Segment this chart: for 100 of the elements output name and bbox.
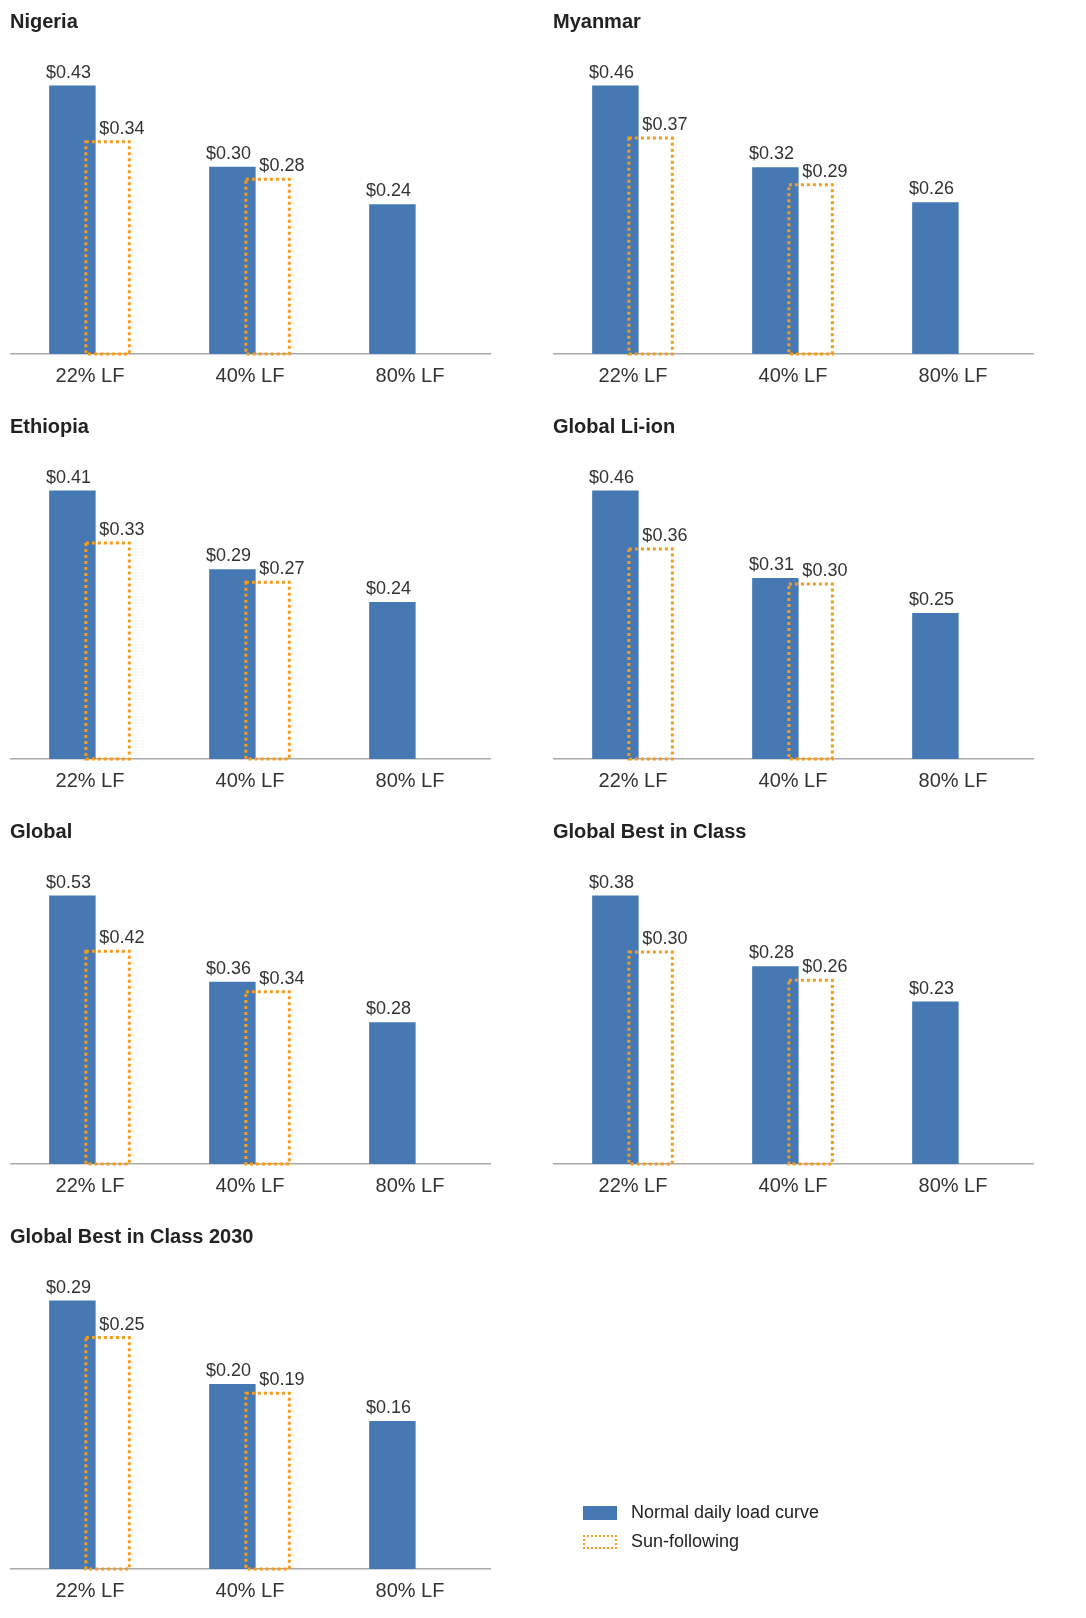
bar (787, 582, 834, 761)
chart-title: Global Best in Class (553, 820, 748, 844)
x-tick-label: 22% LF (598, 768, 668, 791)
chart-title: Global Best in Class 2030 (10, 1225, 255, 1249)
chart-title: Ethiopia (10, 415, 90, 439)
bar (244, 1391, 291, 1571)
x-tick-label: 22% LF (55, 1173, 125, 1196)
chart-title: Nigeria (10, 10, 79, 34)
bar (84, 949, 131, 1166)
x-tick-label: 22% LF (55, 363, 125, 386)
bar (752, 966, 799, 1164)
data-label: $0.30 (642, 928, 688, 949)
data-label: $0.26 (802, 956, 848, 977)
bar (912, 1001, 959, 1164)
data-label: $0.28 (365, 998, 411, 1019)
legend-label: Sun-following (631, 1531, 740, 1552)
chart-title: Myanmar (553, 10, 642, 34)
data-label: $0.25 (99, 1313, 145, 1334)
bar (627, 136, 674, 356)
x-tick-label: 40% LF (215, 1173, 285, 1196)
data-label: $0.36 (205, 957, 251, 978)
bar (49, 895, 96, 1164)
bar (787, 978, 834, 1166)
x-tick-label: 80% LF (375, 363, 445, 386)
bar (209, 981, 256, 1164)
bar (84, 1336, 131, 1571)
data-label: $0.28 (259, 155, 305, 176)
bar (209, 569, 256, 759)
data-label: $0.29 (205, 545, 251, 566)
bar (752, 167, 799, 354)
data-label: $0.30 (205, 142, 251, 163)
x-tick-label: 22% LF (55, 1578, 125, 1601)
data-label: $0.24 (365, 577, 411, 598)
bar (787, 183, 834, 356)
x-tick-label: 40% LF (758, 1173, 828, 1196)
data-label: $0.26 (908, 178, 954, 199)
x-tick-label: 80% LF (918, 1173, 988, 1196)
x-tick-label: 80% LF (918, 768, 988, 791)
chart-title: Global (10, 820, 74, 844)
data-label: $0.37 (642, 114, 688, 135)
bar (209, 166, 256, 354)
data-label: $0.53 (45, 871, 91, 892)
x-tick-label: 80% LF (375, 1173, 445, 1196)
bar (912, 202, 959, 354)
data-label: $0.38 (588, 871, 634, 892)
x-tick-label: 22% LF (598, 363, 668, 386)
x-tick-label: 80% LF (375, 1578, 445, 1601)
x-tick-label: 40% LF (215, 363, 285, 386)
data-label: $0.19 (259, 1369, 305, 1390)
bar (49, 85, 96, 354)
x-tick-label: 80% LF (918, 363, 988, 386)
bar (209, 1383, 256, 1569)
bar (592, 490, 639, 759)
data-label: $0.34 (259, 967, 305, 988)
data-label: $0.29 (45, 1276, 91, 1297)
data-label: $0.23 (908, 977, 954, 998)
data-label: $0.36 (642, 524, 688, 545)
x-tick-label: 40% LF (758, 363, 828, 386)
bar (592, 895, 639, 1164)
bar (244, 580, 291, 761)
data-label: $0.30 (802, 559, 848, 580)
data-label: $0.28 (748, 942, 794, 963)
bar (244, 990, 291, 1166)
x-tick-label: 40% LF (758, 768, 828, 791)
data-label: $0.24 (365, 180, 411, 201)
bar (369, 1022, 416, 1164)
bar (84, 541, 131, 761)
x-tick-label: 22% LF (55, 768, 125, 791)
data-label: $0.34 (99, 117, 145, 138)
bar (369, 601, 416, 759)
data-label: $0.25 (908, 589, 954, 610)
x-tick-label: 80% LF (375, 768, 445, 791)
data-label: $0.46 (588, 466, 634, 487)
bar (752, 578, 799, 759)
x-tick-label: 40% LF (215, 1578, 285, 1601)
bar (49, 1300, 96, 1569)
bar (627, 547, 674, 761)
data-label: $0.20 (205, 1359, 251, 1380)
data-label: $0.32 (748, 143, 794, 164)
data-label: $0.33 (99, 518, 145, 539)
data-label: $0.43 (45, 61, 91, 82)
bar (369, 1420, 416, 1569)
data-label: $0.31 (748, 554, 794, 575)
data-label: $0.27 (259, 558, 305, 579)
bar (627, 950, 674, 1166)
x-tick-label: 40% LF (215, 768, 285, 791)
data-label: $0.46 (588, 61, 634, 82)
data-label: $0.16 (365, 1396, 411, 1417)
x-tick-label: 22% LF (598, 1173, 668, 1196)
data-label: $0.42 (99, 927, 145, 948)
legend-label: Normal daily load curve (631, 1502, 820, 1523)
bar (369, 204, 416, 354)
chart-title: Global Li-ion (553, 415, 677, 439)
bar (84, 140, 131, 356)
bar (49, 490, 96, 759)
data-label: $0.41 (45, 466, 91, 487)
bar (592, 85, 639, 354)
bar (244, 177, 291, 356)
data-label: $0.29 (802, 160, 848, 181)
bar (912, 613, 959, 759)
